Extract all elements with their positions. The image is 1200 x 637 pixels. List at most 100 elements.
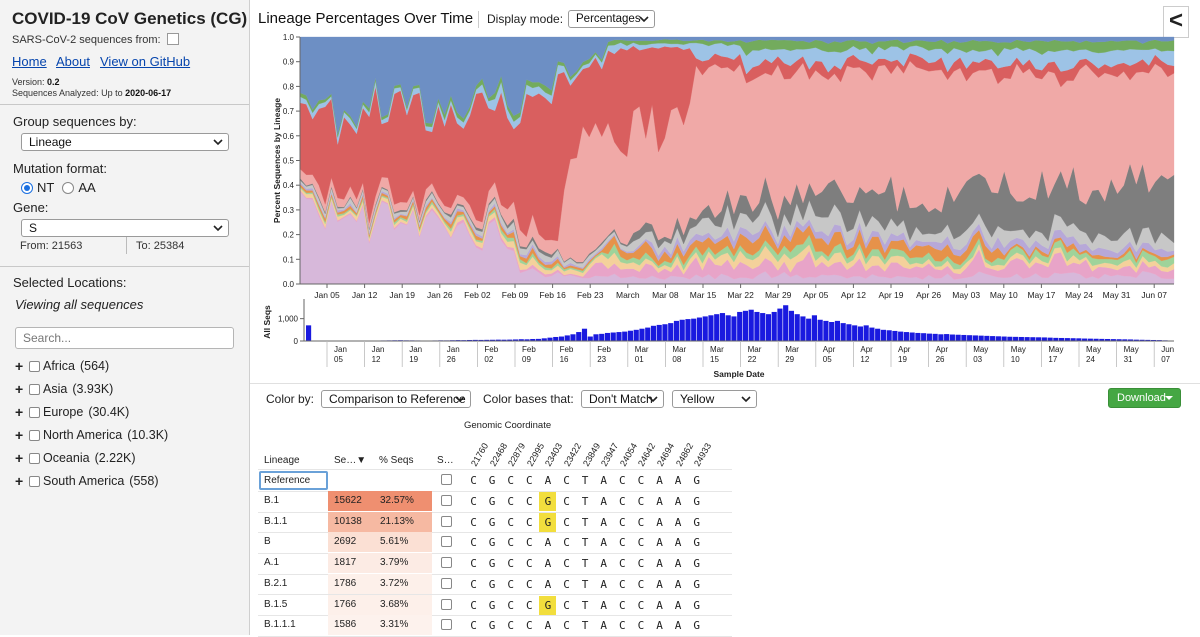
group-by-value: Lineage bbox=[29, 135, 72, 149]
divider bbox=[478, 11, 479, 28]
x-tick-label: Jan 12 bbox=[352, 290, 378, 300]
location-name: South America bbox=[43, 474, 124, 488]
x-tick-label: May 31 bbox=[1103, 290, 1131, 300]
position-label: 24694 bbox=[655, 441, 676, 468]
count-bar bbox=[720, 313, 725, 341]
header-lineage[interactable]: Lineage bbox=[264, 455, 300, 466]
x-tick-label: May 10 bbox=[990, 290, 1018, 300]
seq-percent: 3.31% bbox=[380, 615, 408, 635]
count-bar bbox=[783, 305, 788, 341]
count-bar bbox=[812, 315, 817, 341]
base-cell: C bbox=[502, 596, 519, 615]
x-tick-label: Apr 12 bbox=[841, 290, 866, 300]
color-bases-label: Color bases that: bbox=[483, 392, 574, 406]
github-link[interactable]: View on GitHub bbox=[100, 54, 190, 69]
expand-icon[interactable]: + bbox=[15, 381, 25, 397]
color-by-select[interactable]: Comparison to Reference bbox=[321, 390, 471, 408]
expand-icon[interactable]: + bbox=[15, 473, 25, 489]
row-checkbox[interactable] bbox=[441, 495, 452, 506]
source-line: SARS-CoV-2 sequences from: bbox=[12, 33, 179, 46]
row-checkbox[interactable] bbox=[441, 536, 452, 547]
row-checkbox[interactable] bbox=[441, 557, 452, 568]
location-checkbox[interactable] bbox=[29, 407, 40, 418]
about-link[interactable]: About bbox=[56, 54, 90, 69]
display-mode-select[interactable]: Percentages bbox=[568, 10, 655, 28]
position-label: 23849 bbox=[581, 441, 602, 468]
header-seqs-sorted[interactable]: Se…▼ bbox=[334, 455, 366, 466]
reference-row-label[interactable]: Reference bbox=[259, 471, 328, 490]
highlight-color-select[interactable]: Yellow bbox=[672, 390, 757, 408]
base-cell: C bbox=[558, 471, 575, 490]
expand-icon[interactable]: + bbox=[15, 427, 25, 443]
location-checkbox[interactable] bbox=[29, 384, 40, 395]
base-cell: G bbox=[688, 492, 705, 511]
y-tick-label: 0.3 bbox=[283, 206, 295, 215]
header-pct-seqs[interactable]: % Seqs bbox=[379, 455, 413, 466]
base-cell: C bbox=[614, 616, 631, 635]
location-checkbox[interactable] bbox=[29, 453, 40, 464]
count-bar bbox=[1048, 338, 1053, 341]
header-select[interactable]: S… bbox=[437, 455, 454, 466]
bar-x-tick-label: Mar bbox=[785, 345, 799, 354]
location-checkbox[interactable] bbox=[29, 476, 40, 487]
base-cell: C bbox=[614, 575, 631, 594]
base-cell: A bbox=[539, 533, 556, 552]
count-bar bbox=[973, 335, 978, 341]
count-bar bbox=[984, 336, 989, 341]
lineage-name[interactable]: B.1.1.1 bbox=[264, 615, 296, 635]
download-button[interactable]: Download bbox=[1108, 388, 1181, 408]
selected-locations-label: Selected Locations: bbox=[13, 275, 126, 290]
count-bar bbox=[714, 314, 719, 341]
base-cell: C bbox=[558, 513, 575, 532]
base-cell: C bbox=[614, 554, 631, 573]
color-bases-select[interactable]: Don't Match bbox=[581, 390, 664, 408]
bar-x-tick-label: 19 bbox=[898, 355, 907, 364]
lineage-name[interactable]: B.1.5 bbox=[264, 595, 287, 615]
x-tick-label: May 17 bbox=[1027, 290, 1055, 300]
x-tick-label: Apr 19 bbox=[878, 290, 903, 300]
group-by-select[interactable]: Lineage bbox=[21, 133, 229, 151]
count-bar bbox=[881, 330, 886, 341]
base-cell-mismatch: G bbox=[539, 596, 556, 615]
base-cell: C bbox=[558, 616, 575, 635]
row-checkbox[interactable] bbox=[441, 599, 452, 610]
row-checkbox[interactable] bbox=[441, 516, 452, 527]
aa-radio-label: AA bbox=[78, 180, 95, 195]
reference-checkbox[interactable] bbox=[441, 474, 452, 485]
lineage-name[interactable]: A.1 bbox=[264, 553, 279, 573]
count-bar bbox=[1007, 337, 1012, 341]
nt-radio[interactable] bbox=[21, 182, 33, 194]
count-bar bbox=[846, 324, 851, 341]
x-tick-label: Feb 09 bbox=[502, 290, 529, 300]
base-cell: G bbox=[484, 471, 501, 490]
expand-icon[interactable]: + bbox=[15, 450, 25, 466]
location-count: (2.22K) bbox=[95, 451, 136, 465]
gene-select[interactable]: S bbox=[21, 219, 229, 237]
sequences-info: Sequences Analyzed: Up to 2020-06-17 bbox=[12, 88, 171, 98]
row-checkbox[interactable] bbox=[441, 619, 452, 630]
lineage-name[interactable]: B.1.1 bbox=[264, 512, 287, 532]
row-checkbox[interactable] bbox=[441, 578, 452, 589]
base-cell: A bbox=[670, 575, 687, 594]
aa-radio[interactable] bbox=[62, 182, 74, 194]
location-checkbox[interactable] bbox=[29, 430, 40, 441]
location-item: +Asia(3.93K) bbox=[15, 381, 113, 397]
count-bar bbox=[547, 338, 552, 341]
lineage-name[interactable]: B.2.1 bbox=[264, 574, 287, 594]
seq-percent: 5.61% bbox=[380, 532, 408, 552]
bar-y-axis-label: All Seqs bbox=[262, 305, 272, 339]
bar-x-tick-label: 26 bbox=[447, 355, 456, 364]
location-checkbox[interactable] bbox=[29, 361, 40, 372]
lineage-name[interactable]: B.1 bbox=[264, 491, 279, 511]
base-cell: C bbox=[502, 492, 519, 511]
lineage-name[interactable]: B bbox=[264, 532, 271, 552]
count-bar bbox=[766, 314, 771, 341]
location-search-input[interactable] bbox=[15, 327, 234, 349]
expand-icon[interactable]: + bbox=[15, 358, 25, 374]
expand-icon[interactable]: + bbox=[15, 404, 25, 420]
count-bar bbox=[961, 335, 966, 341]
bar-x-tick-label: 26 bbox=[936, 355, 945, 364]
bar-x-tick-label: May bbox=[1011, 345, 1026, 354]
home-link[interactable]: Home bbox=[12, 54, 47, 69]
count-bar bbox=[760, 313, 765, 341]
